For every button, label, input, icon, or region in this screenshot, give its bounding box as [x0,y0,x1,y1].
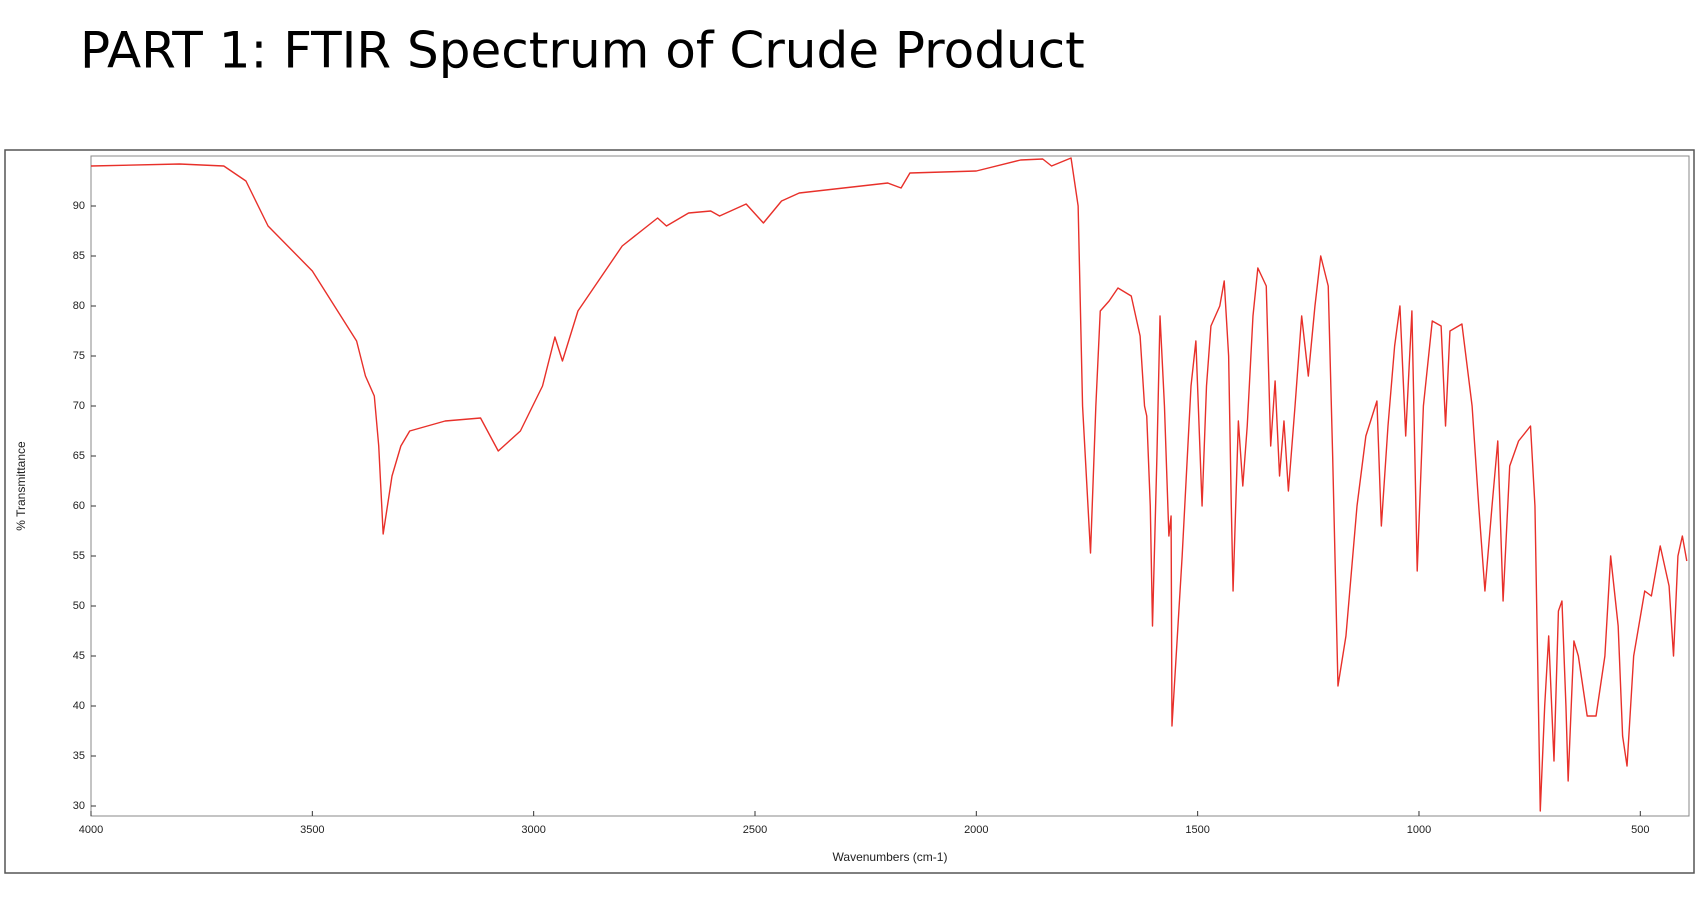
y-tick-label: 65 [73,450,85,462]
y-tick-label: 45 [73,650,85,662]
y-tick-label: 90 [73,200,85,212]
y-tick-label: 60 [73,500,85,512]
x-tick-label: 1500 [1185,824,1209,836]
y-tick-label: 75 [73,350,85,362]
spectrum-line [90,157,1688,812]
x-tick-label: 4000 [79,824,103,836]
y-tick-label: 30 [73,800,85,812]
x-tick-label: 1000 [1407,824,1431,836]
y-axis-label: % Transmittance [14,441,28,531]
x-tick-label: 500 [1631,824,1649,836]
y-tick-label: 55 [73,550,85,562]
plot-area [90,155,1690,817]
x-tick-label: 2000 [964,824,988,836]
y-tick-label: 50 [73,600,85,612]
x-axis-label: Wavenumbers (cm-1) [833,850,948,864]
chart-title: PART 1: FTIR Spectrum of Crude Product [80,22,1085,80]
y-tick-label: 40 [73,700,85,712]
x-tick-label: 3000 [521,824,545,836]
y-tick-label: 80 [73,300,85,312]
x-tick-label: 2500 [743,824,767,836]
y-tick-label: 70 [73,400,85,412]
y-tick-label: 85 [73,250,85,262]
x-tick-label: 3500 [300,824,324,836]
chart-frame [4,149,1695,874]
y-tick-label: 35 [73,750,85,762]
